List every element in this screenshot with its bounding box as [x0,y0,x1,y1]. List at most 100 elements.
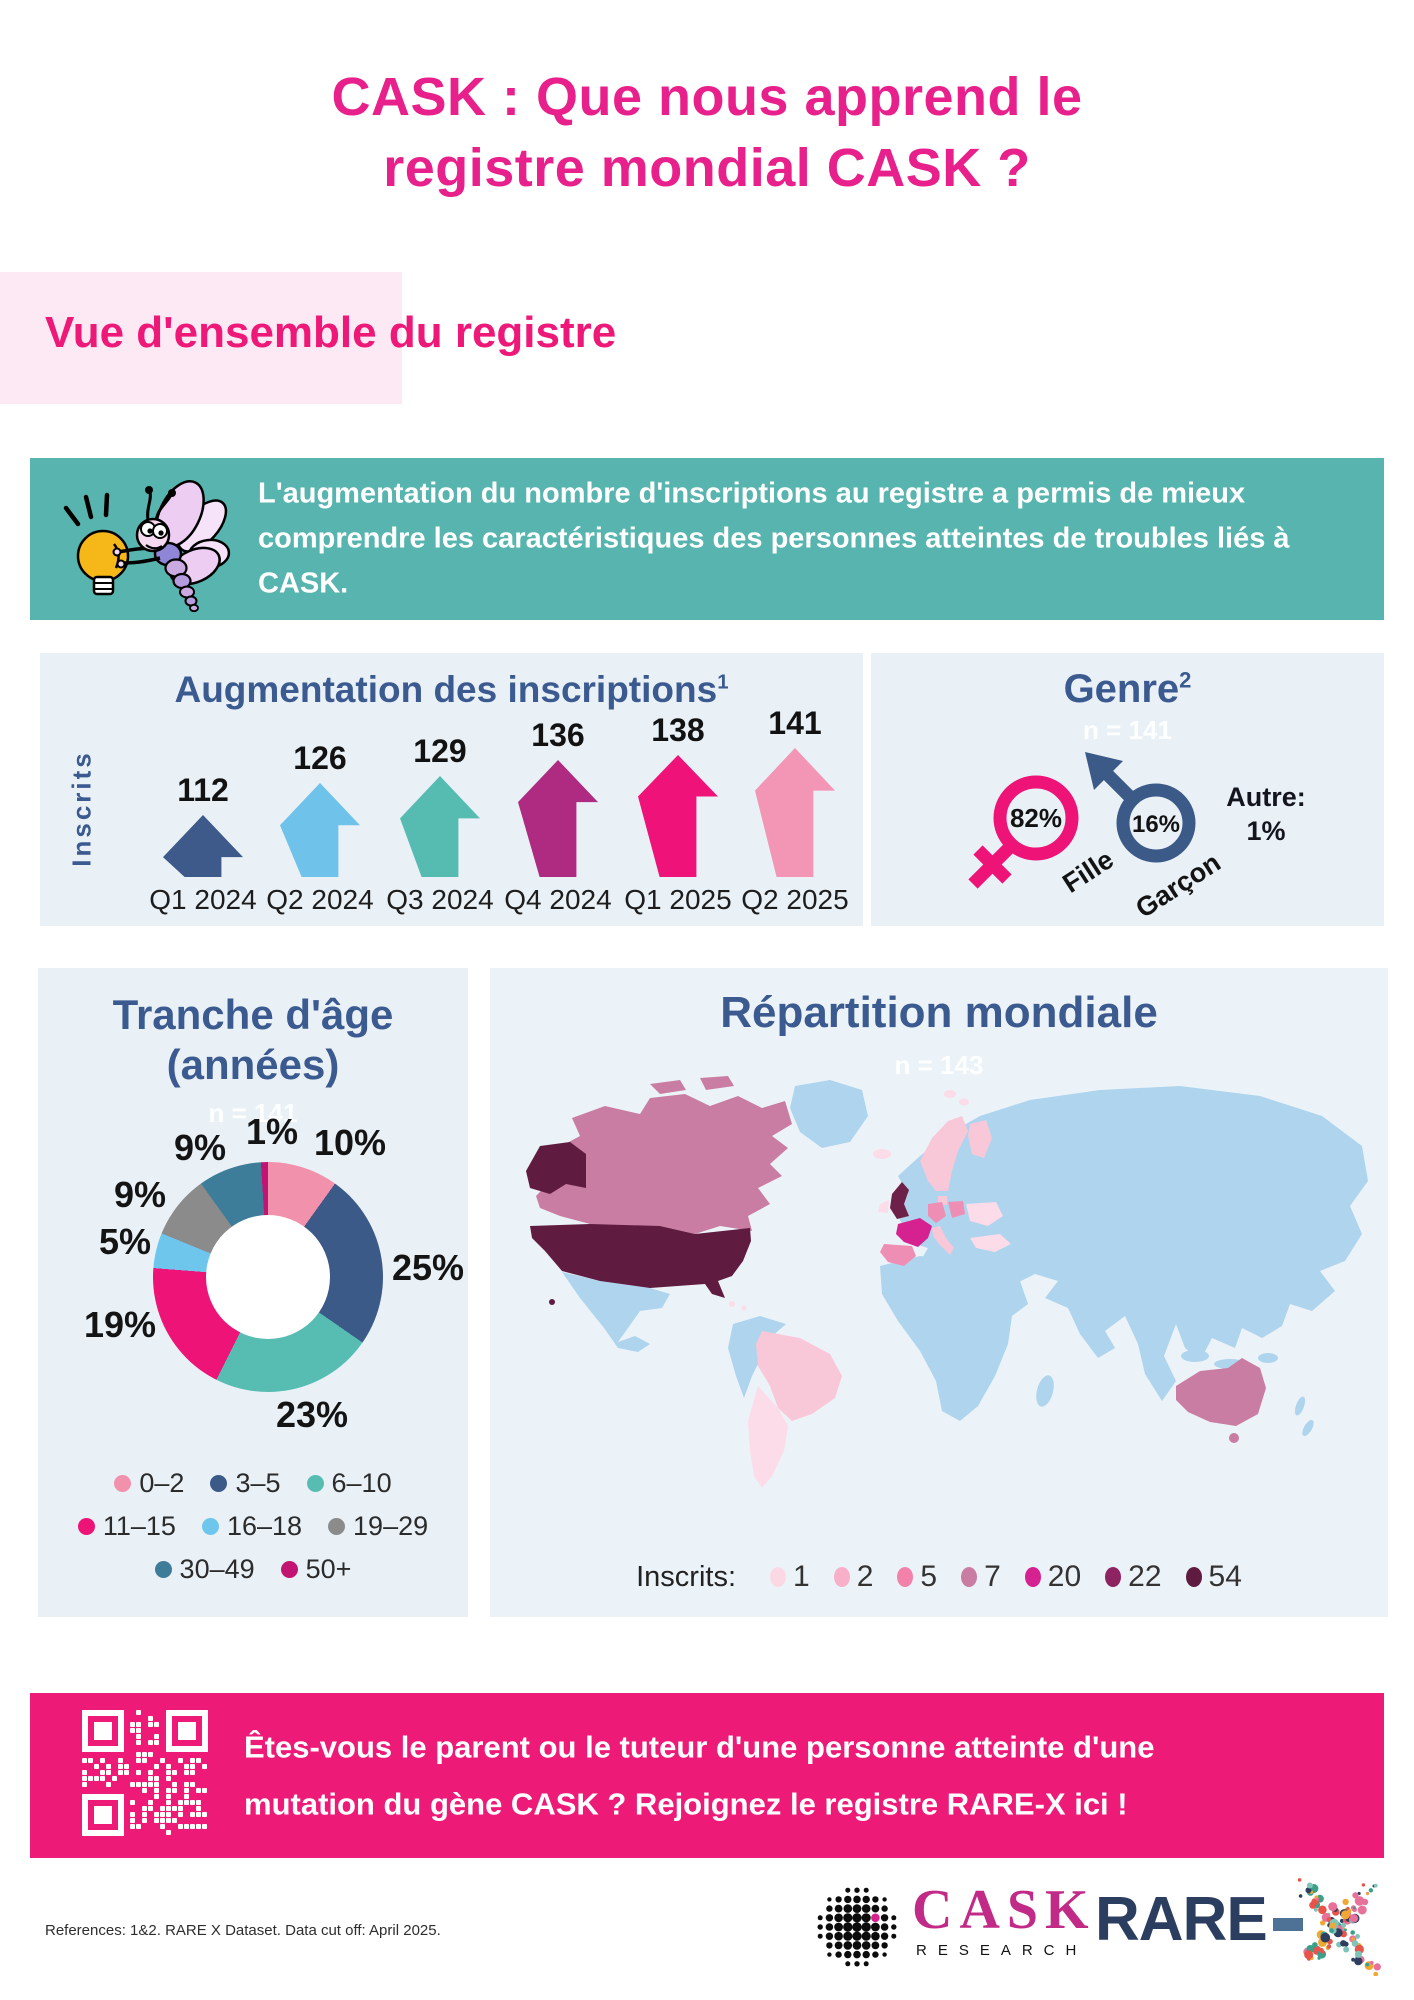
inscription-arrow-Q3-2024: 129 Q3 2024 [385,733,495,916]
age-legend-item: 16–18 [201,1511,303,1542]
arrow-shape [163,815,243,877]
arrow-shape [755,748,835,877]
arrow-value: 112 [177,772,229,808]
region-caribbean-1 [729,1301,735,1307]
age-legend-dot [210,1475,228,1492]
page-title: CASK : Que nous apprend le registre mond… [0,62,1414,205]
age-legend-item: 50+ [280,1554,352,1585]
rarex-logo: RARE [1095,1876,1395,1986]
inscriptions-title-superscript: 1 [717,671,729,694]
country-ireland [878,1200,889,1213]
rarex-logo-dash [1273,1918,1303,1931]
map-legend-item: 5 [897,1560,937,1594]
age-legend-label: 19–29 [353,1511,429,1541]
map-legend-value: 1 [793,1560,810,1593]
arrow-value: 141 [768,705,822,741]
inscription-arrow-Q1-2025: 138 Q1 2025 [623,712,733,916]
map-legend-value: 22 [1128,1560,1162,1593]
genre-other-label: Autre: [1226,782,1306,812]
age-slice-label-30-49: 9% [173,1127,227,1168]
map-title: Répartition mondiale [720,988,1158,1037]
map-n-label: n = 143 [894,1050,984,1080]
page-title-line1: CASK : Que nous apprend le [331,67,1083,127]
country-brazil [756,1331,842,1421]
age-legend-item: 19–29 [328,1511,428,1542]
age-legend-dot [154,1561,172,1578]
age-slice-label-19-29: 9% [113,1174,167,1215]
region-eurasia [898,1086,1368,1401]
region-svalbard-1 [944,1090,956,1098]
age-legend-item: 11–15 [77,1511,176,1542]
country-france [896,1218,932,1247]
age-legend-row: 11–15 16–18 19–29 [38,1511,468,1542]
age-legend-dot [328,1518,346,1535]
inscriptions-panel: Augmentation des inscriptions1 Inscrits … [40,653,863,926]
arrow-category-label: Q3 2024 [386,884,494,915]
country-usa [530,1224,751,1298]
age-legend-label: 50+ [305,1554,352,1584]
section-title: Vue d'ensemble du registre [45,308,617,357]
age-slice-label-3-5: 25% [391,1247,465,1288]
region-caribbean-2 [741,1305,747,1311]
arrow-category-label: Q2 2025 [741,884,849,915]
age-slice-label-50plus: 1% [245,1111,299,1152]
age-panel: Tranche d'âge (années) n = 141 10% 25% 2… [38,968,468,1617]
country-finland [968,1120,992,1158]
intro-banner-text: L'augmentation du nombre d'inscriptions … [258,477,1290,600]
genre-title-superscript: 2 [1179,667,1192,693]
map-legend-dot [770,1567,787,1587]
arrow-category-label: Q2 2024 [266,884,374,915]
cask-logo-word: CASK [912,1879,1096,1941]
map-legend-item: 22 [1105,1560,1162,1594]
page-title-line2: registre mondial CASK ? [383,138,1031,199]
country-iceland [873,1149,891,1159]
cask-research-logo: CASK RESEARCH [812,1879,1102,1972]
country-australia-tasmania [1229,1433,1239,1443]
female-percentage: 82% [1010,803,1062,833]
map-legend-value: 7 [984,1560,1001,1593]
country-spain [880,1244,916,1266]
age-legend: 0–2 3–5 6–10 11–15 16–18 19–29 30–49 50+ [38,1468,468,1585]
age-legend-item: 0–2 [114,1468,184,1499]
genre-title: Genre2 [1063,667,1192,711]
country-australia [1176,1358,1266,1426]
country-canada-islands-1 [650,1080,686,1094]
age-legend-item: 3–5 [210,1468,281,1499]
age-legend-dot [201,1518,219,1535]
region-indonesia-1 [1181,1350,1209,1362]
country-italy [932,1226,954,1255]
age-slice-label-0-2: 10% [313,1122,387,1163]
country-poland [948,1201,965,1218]
male-percentage: 16% [1132,811,1180,838]
age-legend-label: 30–49 [179,1554,255,1584]
intro-banner: L'augmentation du nombre d'inscriptions … [30,458,1384,620]
region-africa [880,1256,1028,1421]
inscription-arrow-Q2-2024: 126 Q2 2024 [265,740,375,916]
cta-banner: Êtes-vous le parent ou le tuteur d'une p… [30,1693,1384,1858]
country-denmark [938,1196,947,1205]
age-legend-dot [306,1475,324,1492]
map-legend: Inscrits: 1 2 5 7 20 22 54 [490,1560,1388,1594]
arrow-value: 136 [531,717,585,753]
country-canada [536,1094,792,1234]
map-legend-dot [961,1567,978,1587]
map-legend-dot [1185,1567,1202,1587]
age-legend-dot [280,1561,298,1578]
map-legend-value: 20 [1047,1560,1082,1593]
map-legend-value: 2 [856,1560,874,1593]
country-japan-1 [1296,1186,1320,1222]
cta-text-line1: Êtes-vous le parent ou le tuteur d'une p… [244,1729,1155,1765]
country-new-zealand-1 [1294,1396,1306,1416]
country-uk [890,1182,909,1219]
age-legend-label: 16–18 [226,1511,303,1541]
genre-n-label: n = 141 [1083,715,1172,745]
map-legend-items: 1 2 5 7 20 22 54 [770,1560,1242,1594]
country-germany [928,1202,946,1223]
qr-code [82,1710,208,1836]
region-norway-sweden [920,1116,968,1191]
rarex-logo-word: RARE [1095,1885,1268,1954]
country-turkey [970,1234,1011,1252]
age-legend-dot [77,1518,95,1535]
map-legend-dot [1024,1567,1041,1587]
country-japan-2 [1286,1221,1304,1241]
